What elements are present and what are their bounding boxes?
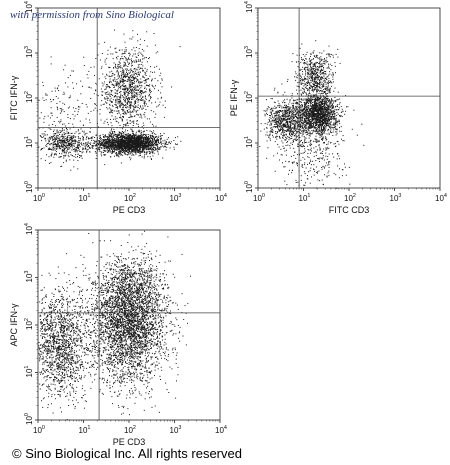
y-axis-label: FITC IFN-γ (9, 75, 19, 120)
x-tick-label: 104 (215, 425, 227, 435)
y-tick-label: 104 (24, 223, 34, 235)
y-tick-label: 101 (24, 136, 34, 148)
copyright-text: © Sino Biological Inc. All rights reserv… (12, 446, 242, 461)
y-tick-label: 100 (24, 181, 34, 193)
x-tick-label: 102 (124, 193, 136, 203)
y-tick-label: 104 (24, 1, 34, 13)
y-tick-label: 103 (24, 46, 34, 58)
event-points (259, 40, 365, 189)
y-tick-label: 101 (244, 136, 254, 148)
y-tick-label: 103 (244, 46, 254, 58)
watermark: with permission from Sino Biological (10, 9, 174, 21)
y-tick-label: 102 (24, 318, 34, 330)
plot-frame (37, 229, 221, 421)
y-tick-label: 103 (24, 271, 34, 283)
x-tick-label: 100 (33, 425, 45, 435)
y-tick-label: 100 (24, 413, 34, 425)
x-tick-label: 103 (170, 425, 182, 435)
x-tick-label: 101 (79, 425, 91, 435)
x-tick-label: 100 (33, 193, 45, 203)
y-tick-label: 101 (24, 366, 34, 378)
x-axis-label: FITC CD3 (329, 205, 370, 215)
y-axis-label: APC IFN-γ (9, 303, 19, 347)
x-tick-label: 102 (124, 425, 136, 435)
x-tick-label: 101 (79, 193, 91, 203)
x-axis-label: PE CD3 (113, 437, 146, 447)
plot-frame (257, 7, 441, 189)
x-tick-label: 104 (215, 193, 227, 203)
x-tick-label: 100 (253, 193, 265, 203)
event-points (38, 29, 182, 171)
y-axis-label: PE IFN-γ (229, 79, 239, 116)
y-tick-label: 104 (244, 1, 254, 13)
x-tick-label: 101 (299, 193, 311, 203)
x-tick-label: 102 (344, 193, 356, 203)
x-tick-label: 103 (170, 193, 182, 203)
x-tick-label: 103 (390, 193, 402, 203)
y-tick-label: 100 (244, 181, 254, 193)
event-points (38, 230, 191, 421)
x-tick-label: 104 (435, 193, 447, 203)
x-axis-label: PE CD3 (113, 205, 146, 215)
y-tick-label: 102 (244, 91, 254, 103)
y-tick-label: 102 (24, 91, 34, 103)
